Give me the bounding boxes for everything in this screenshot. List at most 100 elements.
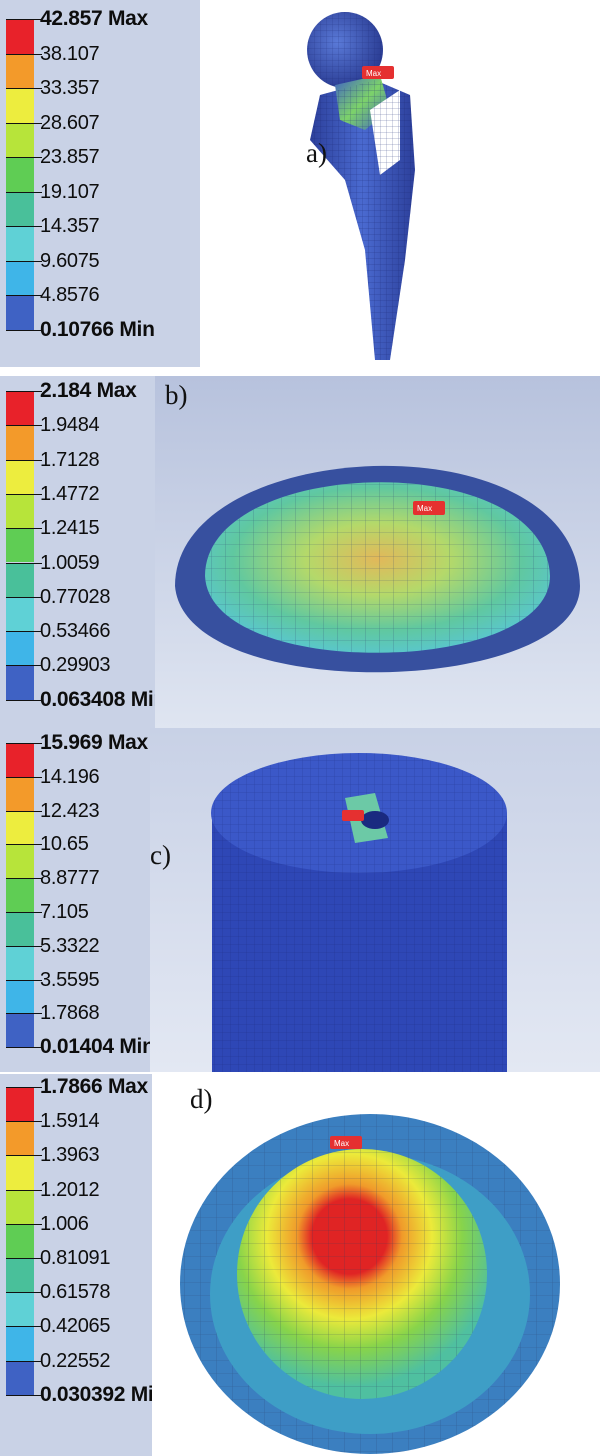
- legend-swatch: [6, 1087, 34, 1122]
- legend-tick: [6, 1189, 42, 1191]
- max-marker-a-label: Max: [366, 69, 381, 78]
- legend-label: 38.107: [40, 42, 100, 65]
- legend-tick: [6, 88, 42, 89]
- legend-tick: [6, 1013, 42, 1015]
- legend-swatch: [6, 295, 34, 330]
- panel-d: 1.7866 Max 1.5914 1.3963 1.2012 1.006 0.81091…: [0, 1074, 600, 1456]
- legend-swatch: [6, 945, 34, 980]
- legend-label: 2.184 Max: [40, 379, 137, 402]
- legend-tick: [6, 1155, 42, 1157]
- legend-label: 9.6075: [40, 249, 100, 272]
- legend-tick: [6, 979, 42, 981]
- legend-swatch: [6, 122, 34, 157]
- legend-c: 15.969 Max 14.196 12.423 10.65 8.8777 7.105 5.…: [0, 728, 155, 1072]
- legend-swatch: [6, 260, 34, 295]
- legend-tick: [6, 226, 42, 227]
- legend-tick: [6, 1223, 42, 1225]
- legend-label: 0.81091: [40, 1247, 111, 1269]
- view-a: Max a): [200, 0, 600, 367]
- legend-tick: [6, 699, 42, 701]
- legend-label: 0.42065: [40, 1315, 111, 1338]
- legend-swatch: [6, 631, 34, 666]
- legend-swatch: [6, 88, 34, 123]
- legend-tick: [6, 1394, 42, 1396]
- legend-label: 0.61578: [40, 1281, 111, 1304]
- legend-swatch: [6, 665, 34, 700]
- legend-swatch: [6, 562, 34, 597]
- legend-swatch: [6, 1155, 34, 1190]
- legend-swatch: [6, 596, 34, 632]
- legend-swatch: [6, 1189, 34, 1224]
- legend-label: 12.423: [40, 799, 100, 822]
- legend-label: 28.607: [40, 111, 100, 134]
- legend-label: 1.2012: [40, 1178, 100, 1201]
- legend-colorbar: [6, 19, 34, 330]
- legend-d: 1.7866 Max 1.5914 1.3963 1.2012 1.006 0.81091…: [0, 1074, 166, 1456]
- max-marker-d: [330, 1136, 362, 1149]
- legend-label: 1.5914: [40, 1110, 100, 1133]
- view-d: Max d): [152, 1074, 600, 1456]
- panel-b: 2.184 Max 1.9484 1.7128 1.4772 1.2415 1.0059 0…: [0, 376, 600, 728]
- hip-stem-model: Max: [307, 12, 415, 360]
- bone-cylinder-model: [211, 753, 507, 1072]
- legend-tick: [6, 53, 42, 55]
- legend-swatch: [6, 391, 34, 426]
- legend-swatch: [6, 53, 34, 88]
- legend-label: 0.063408 Min: [40, 687, 166, 711]
- legend-swatch: [6, 1223, 34, 1258]
- legend-label: 0.030392 Min: [40, 1382, 166, 1406]
- panel-label-a: a): [306, 138, 327, 168]
- legend-swatch: [6, 1258, 34, 1293]
- liner-model-b: Max: [175, 465, 580, 673]
- panel-label-b: b): [165, 380, 188, 410]
- legend-tick: [6, 295, 42, 296]
- legend-tick: [6, 945, 42, 947]
- legend-tick: [6, 425, 42, 427]
- legend-tick: [6, 1326, 42, 1328]
- legend-swatch: [6, 912, 34, 946]
- legend-tick: [6, 776, 42, 778]
- view-c: c): [150, 728, 600, 1072]
- max-marker-b-label: Max: [417, 504, 432, 513]
- legend-tick: [6, 743, 42, 744]
- legend-label: 0.22552: [40, 1349, 111, 1372]
- legend-label: 7.105: [40, 901, 89, 923]
- legend-label: 1.006: [40, 1212, 89, 1235]
- legend-label: 0.53466: [40, 620, 111, 643]
- legend-tick: [6, 912, 42, 913]
- legend-swatch: [6, 979, 34, 1014]
- legend-tick: [6, 562, 42, 564]
- legend-swatch: [6, 776, 34, 811]
- legend-tick: [6, 157, 42, 158]
- legend-swatch: [6, 226, 34, 261]
- legend-tick: [6, 329, 42, 331]
- legend-colorbar: [6, 1087, 34, 1395]
- legend-swatch: [6, 19, 34, 54]
- legend-label: 1.9484: [40, 414, 100, 437]
- legend-tick: [6, 528, 42, 530]
- panel-c: 15.969 Max 14.196 12.423 10.65 8.8777 7.105 5.…: [0, 728, 600, 1072]
- legend-colorbar: [6, 391, 34, 700]
- legend-swatch: [6, 528, 34, 563]
- legend-swatch: [6, 810, 34, 845]
- legend-tick: [6, 191, 42, 193]
- legend-tick: [6, 260, 42, 262]
- panel-label-d: d): [190, 1084, 213, 1114]
- legend-swatch: [6, 1360, 34, 1395]
- legend-label: 33.357: [40, 77, 100, 99]
- max-marker-b: [413, 501, 445, 515]
- legend-tick: [6, 631, 42, 633]
- legend-label: 1.7868: [40, 1002, 100, 1025]
- legend-tick: [6, 665, 42, 667]
- legend-swatch: [6, 1121, 34, 1156]
- legend-tick: [6, 1258, 42, 1259]
- legend-tick: [6, 1121, 42, 1123]
- legend-swatch: [6, 425, 34, 460]
- legend-label: 42.857 Max: [40, 7, 148, 30]
- legend-tick: [6, 844, 42, 846]
- legend-tick: [6, 1360, 42, 1362]
- legend-label: 1.7128: [40, 448, 100, 471]
- legend-tick: [6, 459, 42, 461]
- legend-label: 1.4772: [40, 482, 100, 505]
